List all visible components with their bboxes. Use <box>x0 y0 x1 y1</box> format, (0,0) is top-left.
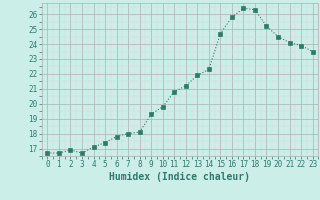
X-axis label: Humidex (Indice chaleur): Humidex (Indice chaleur) <box>109 172 251 182</box>
